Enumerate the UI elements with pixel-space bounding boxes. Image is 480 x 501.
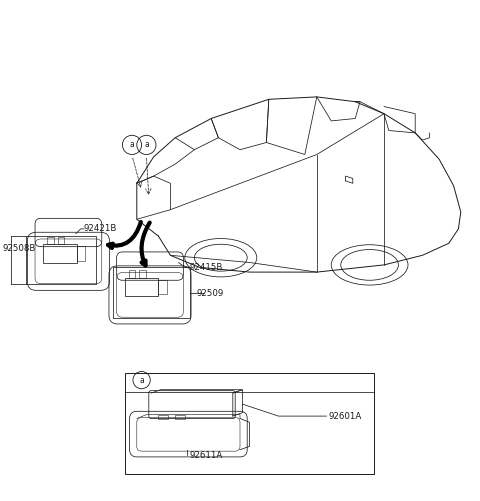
Bar [125, 373, 374, 474]
Text: 92611A: 92611A [190, 451, 223, 460]
Bar [58, 236, 64, 244]
FancyArrowPatch shape [142, 222, 150, 266]
Bar [158, 415, 168, 419]
Bar [77, 246, 85, 261]
Bar [175, 415, 185, 419]
Bar [139, 270, 146, 278]
Bar [158, 280, 167, 294]
Text: a: a [144, 140, 149, 149]
Text: 92601A: 92601A [329, 412, 362, 421]
Bar [125, 278, 158, 296]
Bar [26, 236, 96, 284]
Bar [113, 268, 190, 318]
Text: a: a [130, 140, 134, 149]
Text: a: a [139, 376, 144, 385]
Text: 92509: 92509 [197, 289, 224, 298]
Bar [43, 244, 77, 263]
Bar [129, 270, 135, 278]
Text: 92508B: 92508B [2, 243, 36, 253]
FancyArrowPatch shape [108, 222, 141, 248]
Bar [47, 236, 54, 244]
Text: 92421B: 92421B [84, 224, 118, 233]
Text: 92415B: 92415B [190, 263, 223, 272]
